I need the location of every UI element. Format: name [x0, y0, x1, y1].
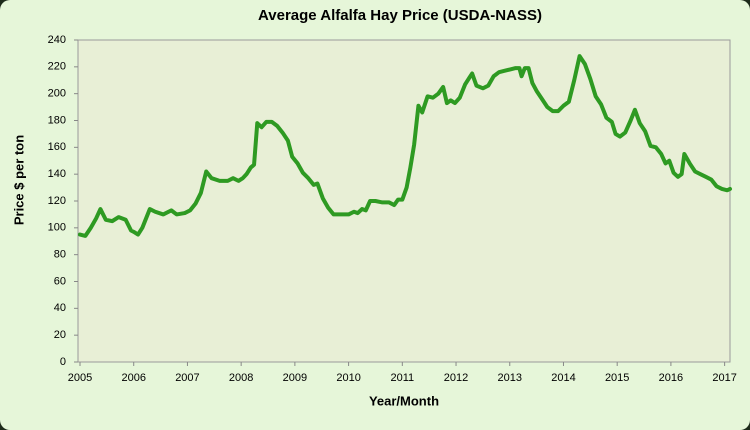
- x-tick-label: 2006: [121, 372, 145, 384]
- y-tick-label: 240: [48, 34, 66, 46]
- x-tick-label: 2009: [283, 372, 307, 384]
- y-tick-label: 200: [48, 88, 66, 100]
- x-tick-label: 2013: [498, 372, 522, 384]
- x-tick-label: 2008: [229, 372, 253, 384]
- y-tick-label: 220: [48, 61, 66, 73]
- x-tick-label: 2017: [712, 372, 736, 384]
- x-axis-title: Year/Month: [369, 393, 439, 408]
- y-tick-label: 0: [60, 356, 66, 368]
- y-tick-label: 180: [48, 114, 66, 126]
- y-tick-label: 20: [54, 329, 66, 341]
- y-tick-label: 120: [48, 195, 66, 207]
- y-tick-label: 40: [54, 302, 66, 314]
- price-line: [78, 54, 732, 238]
- y-tick-label: 140: [48, 168, 66, 180]
- y-tick-label: 60: [54, 275, 66, 287]
- x-tick-label: 2014: [551, 372, 575, 384]
- y-tick-label: 160: [48, 141, 66, 153]
- y-axis-title: Price $ per ton: [11, 135, 26, 225]
- x-tick-label: 2010: [336, 372, 360, 384]
- x-tick-label: 2015: [605, 372, 629, 384]
- x-tick-label: 2016: [659, 372, 683, 384]
- plot-area: [77, 39, 731, 363]
- x-tick-label: 2012: [444, 372, 468, 384]
- x-tick-label: 2005: [68, 372, 92, 384]
- x-tick-label: 2011: [390, 372, 414, 384]
- y-tick-label: 100: [48, 222, 66, 234]
- chart-title: Average Alfalfa Hay Price (USDA-NASS): [258, 7, 542, 24]
- y-tick-label: 80: [54, 249, 66, 261]
- x-tick-label: 2007: [175, 372, 199, 384]
